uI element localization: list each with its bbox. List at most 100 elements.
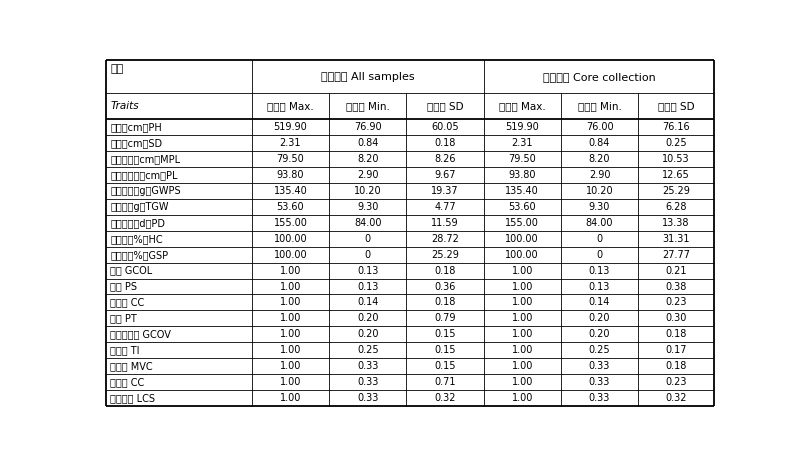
Text: 0.84: 0.84 — [357, 138, 379, 148]
Text: 76.00: 76.00 — [586, 122, 614, 132]
Text: 100.00: 100.00 — [273, 234, 308, 244]
Text: 8.20: 8.20 — [589, 154, 611, 164]
Text: 1.00: 1.00 — [512, 297, 533, 307]
Text: 主穗长度（cm）MPL: 主穗长度（cm）MPL — [110, 154, 180, 164]
Text: 84.00: 84.00 — [354, 218, 382, 228]
Text: 11.59: 11.59 — [431, 218, 459, 228]
Text: 0.25: 0.25 — [665, 138, 687, 148]
Text: 100.00: 100.00 — [505, 250, 539, 260]
Text: 粒壳色 CC: 粒壳色 CC — [110, 297, 144, 307]
Text: 谷蛋率（%）GSP: 谷蛋率（%）GSP — [110, 250, 168, 260]
Text: 0.84: 0.84 — [589, 138, 611, 148]
Text: 0.20: 0.20 — [589, 313, 611, 323]
Text: 0.36: 0.36 — [434, 282, 456, 292]
Text: 0.13: 0.13 — [589, 266, 611, 276]
Text: 0: 0 — [596, 234, 603, 244]
Text: 100.00: 100.00 — [505, 234, 539, 244]
Text: 标准差 SD: 标准差 SD — [426, 101, 463, 111]
Text: 角质率（%）HC: 角质率（%）HC — [110, 234, 163, 244]
Text: 135.40: 135.40 — [273, 186, 308, 196]
Text: 1.00: 1.00 — [512, 313, 533, 323]
Text: 千粒重（g）TGW: 千粒重（g）TGW — [110, 202, 169, 212]
Text: 0.71: 0.71 — [434, 377, 456, 387]
Text: 28.72: 28.72 — [431, 234, 459, 244]
Text: 60.05: 60.05 — [431, 122, 459, 132]
Text: 0.20: 0.20 — [589, 329, 611, 339]
Text: 0.15: 0.15 — [434, 361, 456, 371]
Text: 2.31: 2.31 — [280, 138, 301, 148]
Text: 53.60: 53.60 — [508, 202, 536, 212]
Text: 0.25: 0.25 — [357, 345, 379, 355]
Text: 茎组（cm）SD: 茎组（cm）SD — [110, 138, 163, 148]
Text: 0.21: 0.21 — [665, 266, 687, 276]
Text: 13.38: 13.38 — [662, 218, 690, 228]
Text: 0.18: 0.18 — [665, 361, 687, 371]
Text: 1.00: 1.00 — [512, 329, 533, 339]
Text: 0.33: 0.33 — [357, 393, 379, 403]
Text: 分蠡性 TI: 分蠡性 TI — [110, 345, 139, 355]
Text: 53.60: 53.60 — [277, 202, 304, 212]
Text: 粘形 PS: 粘形 PS — [110, 282, 137, 292]
Text: 0.18: 0.18 — [434, 297, 456, 307]
Text: 79.50: 79.50 — [277, 154, 304, 164]
Text: 性状: 性状 — [110, 65, 124, 75]
Text: 0.33: 0.33 — [589, 361, 611, 371]
Text: 0.33: 0.33 — [357, 361, 379, 371]
Text: 1.00: 1.00 — [512, 282, 533, 292]
Text: 10.20: 10.20 — [354, 186, 382, 196]
Text: 1.00: 1.00 — [512, 377, 533, 387]
Text: 0.13: 0.13 — [589, 282, 611, 292]
Text: 0.33: 0.33 — [357, 377, 379, 387]
Text: 最小值 Min.: 最小值 Min. — [578, 101, 622, 111]
Text: 1.00: 1.00 — [280, 266, 301, 276]
Text: 主脉色 MVC: 主脉色 MVC — [110, 361, 153, 371]
Text: 最大值 Max.: 最大值 Max. — [499, 101, 546, 111]
Text: 1.00: 1.00 — [280, 345, 301, 355]
Text: 25.29: 25.29 — [431, 250, 459, 260]
Text: 0.17: 0.17 — [665, 345, 687, 355]
Text: 粒壳包被度 GCOV: 粒壳包被度 GCOV — [110, 329, 171, 339]
Text: 0.15: 0.15 — [434, 345, 456, 355]
Text: 0.18: 0.18 — [434, 138, 456, 148]
Text: 粒色 GCOL: 粒色 GCOL — [110, 266, 152, 276]
Text: 单穗粒重（g）GWPS: 单穗粒重（g）GWPS — [110, 186, 181, 196]
Text: 0.18: 0.18 — [665, 329, 687, 339]
Text: 9.30: 9.30 — [589, 202, 611, 212]
Text: 100.00: 100.00 — [273, 250, 308, 260]
Text: 19.37: 19.37 — [431, 186, 459, 196]
Text: 1.00: 1.00 — [280, 377, 301, 387]
Text: 519.90: 519.90 — [273, 122, 308, 132]
Text: 0.23: 0.23 — [665, 377, 687, 387]
Text: 27.77: 27.77 — [662, 250, 690, 260]
Text: 0.33: 0.33 — [589, 393, 611, 403]
Text: 76.90: 76.90 — [354, 122, 382, 132]
Text: Traits: Traits — [110, 101, 139, 111]
Text: 10.53: 10.53 — [662, 154, 690, 164]
Text: 标准差 SD: 标准差 SD — [658, 101, 694, 111]
Text: 0.18: 0.18 — [434, 266, 456, 276]
Text: 0.33: 0.33 — [589, 377, 611, 387]
Text: 最小值 Min.: 最小值 Min. — [346, 101, 390, 111]
Text: 秳高（cm）PH: 秳高（cm）PH — [110, 122, 162, 132]
Text: 0.32: 0.32 — [665, 393, 687, 403]
Text: 0.13: 0.13 — [357, 266, 379, 276]
Text: 核心种质 Core collection: 核心种质 Core collection — [543, 71, 655, 82]
Text: 31.31: 31.31 — [662, 234, 690, 244]
Text: 76.16: 76.16 — [662, 122, 690, 132]
Text: 穃型 PT: 穃型 PT — [110, 313, 137, 323]
Text: 0.20: 0.20 — [357, 329, 379, 339]
Text: 0.20: 0.20 — [357, 313, 379, 323]
Text: 0.14: 0.14 — [357, 297, 379, 307]
Text: 25.29: 25.29 — [662, 186, 690, 196]
Text: 2.31: 2.31 — [512, 138, 533, 148]
Text: 1.00: 1.00 — [280, 297, 301, 307]
Text: 0.32: 0.32 — [434, 393, 456, 403]
Text: 2.90: 2.90 — [357, 170, 379, 180]
Text: 1.00: 1.00 — [512, 361, 533, 371]
Text: 最大值 Max.: 最大值 Max. — [267, 101, 314, 111]
Text: 6.28: 6.28 — [665, 202, 687, 212]
Text: 10.20: 10.20 — [586, 186, 614, 196]
Text: 79.50: 79.50 — [508, 154, 536, 164]
Text: 84.00: 84.00 — [586, 218, 613, 228]
Text: 0.23: 0.23 — [665, 297, 687, 307]
